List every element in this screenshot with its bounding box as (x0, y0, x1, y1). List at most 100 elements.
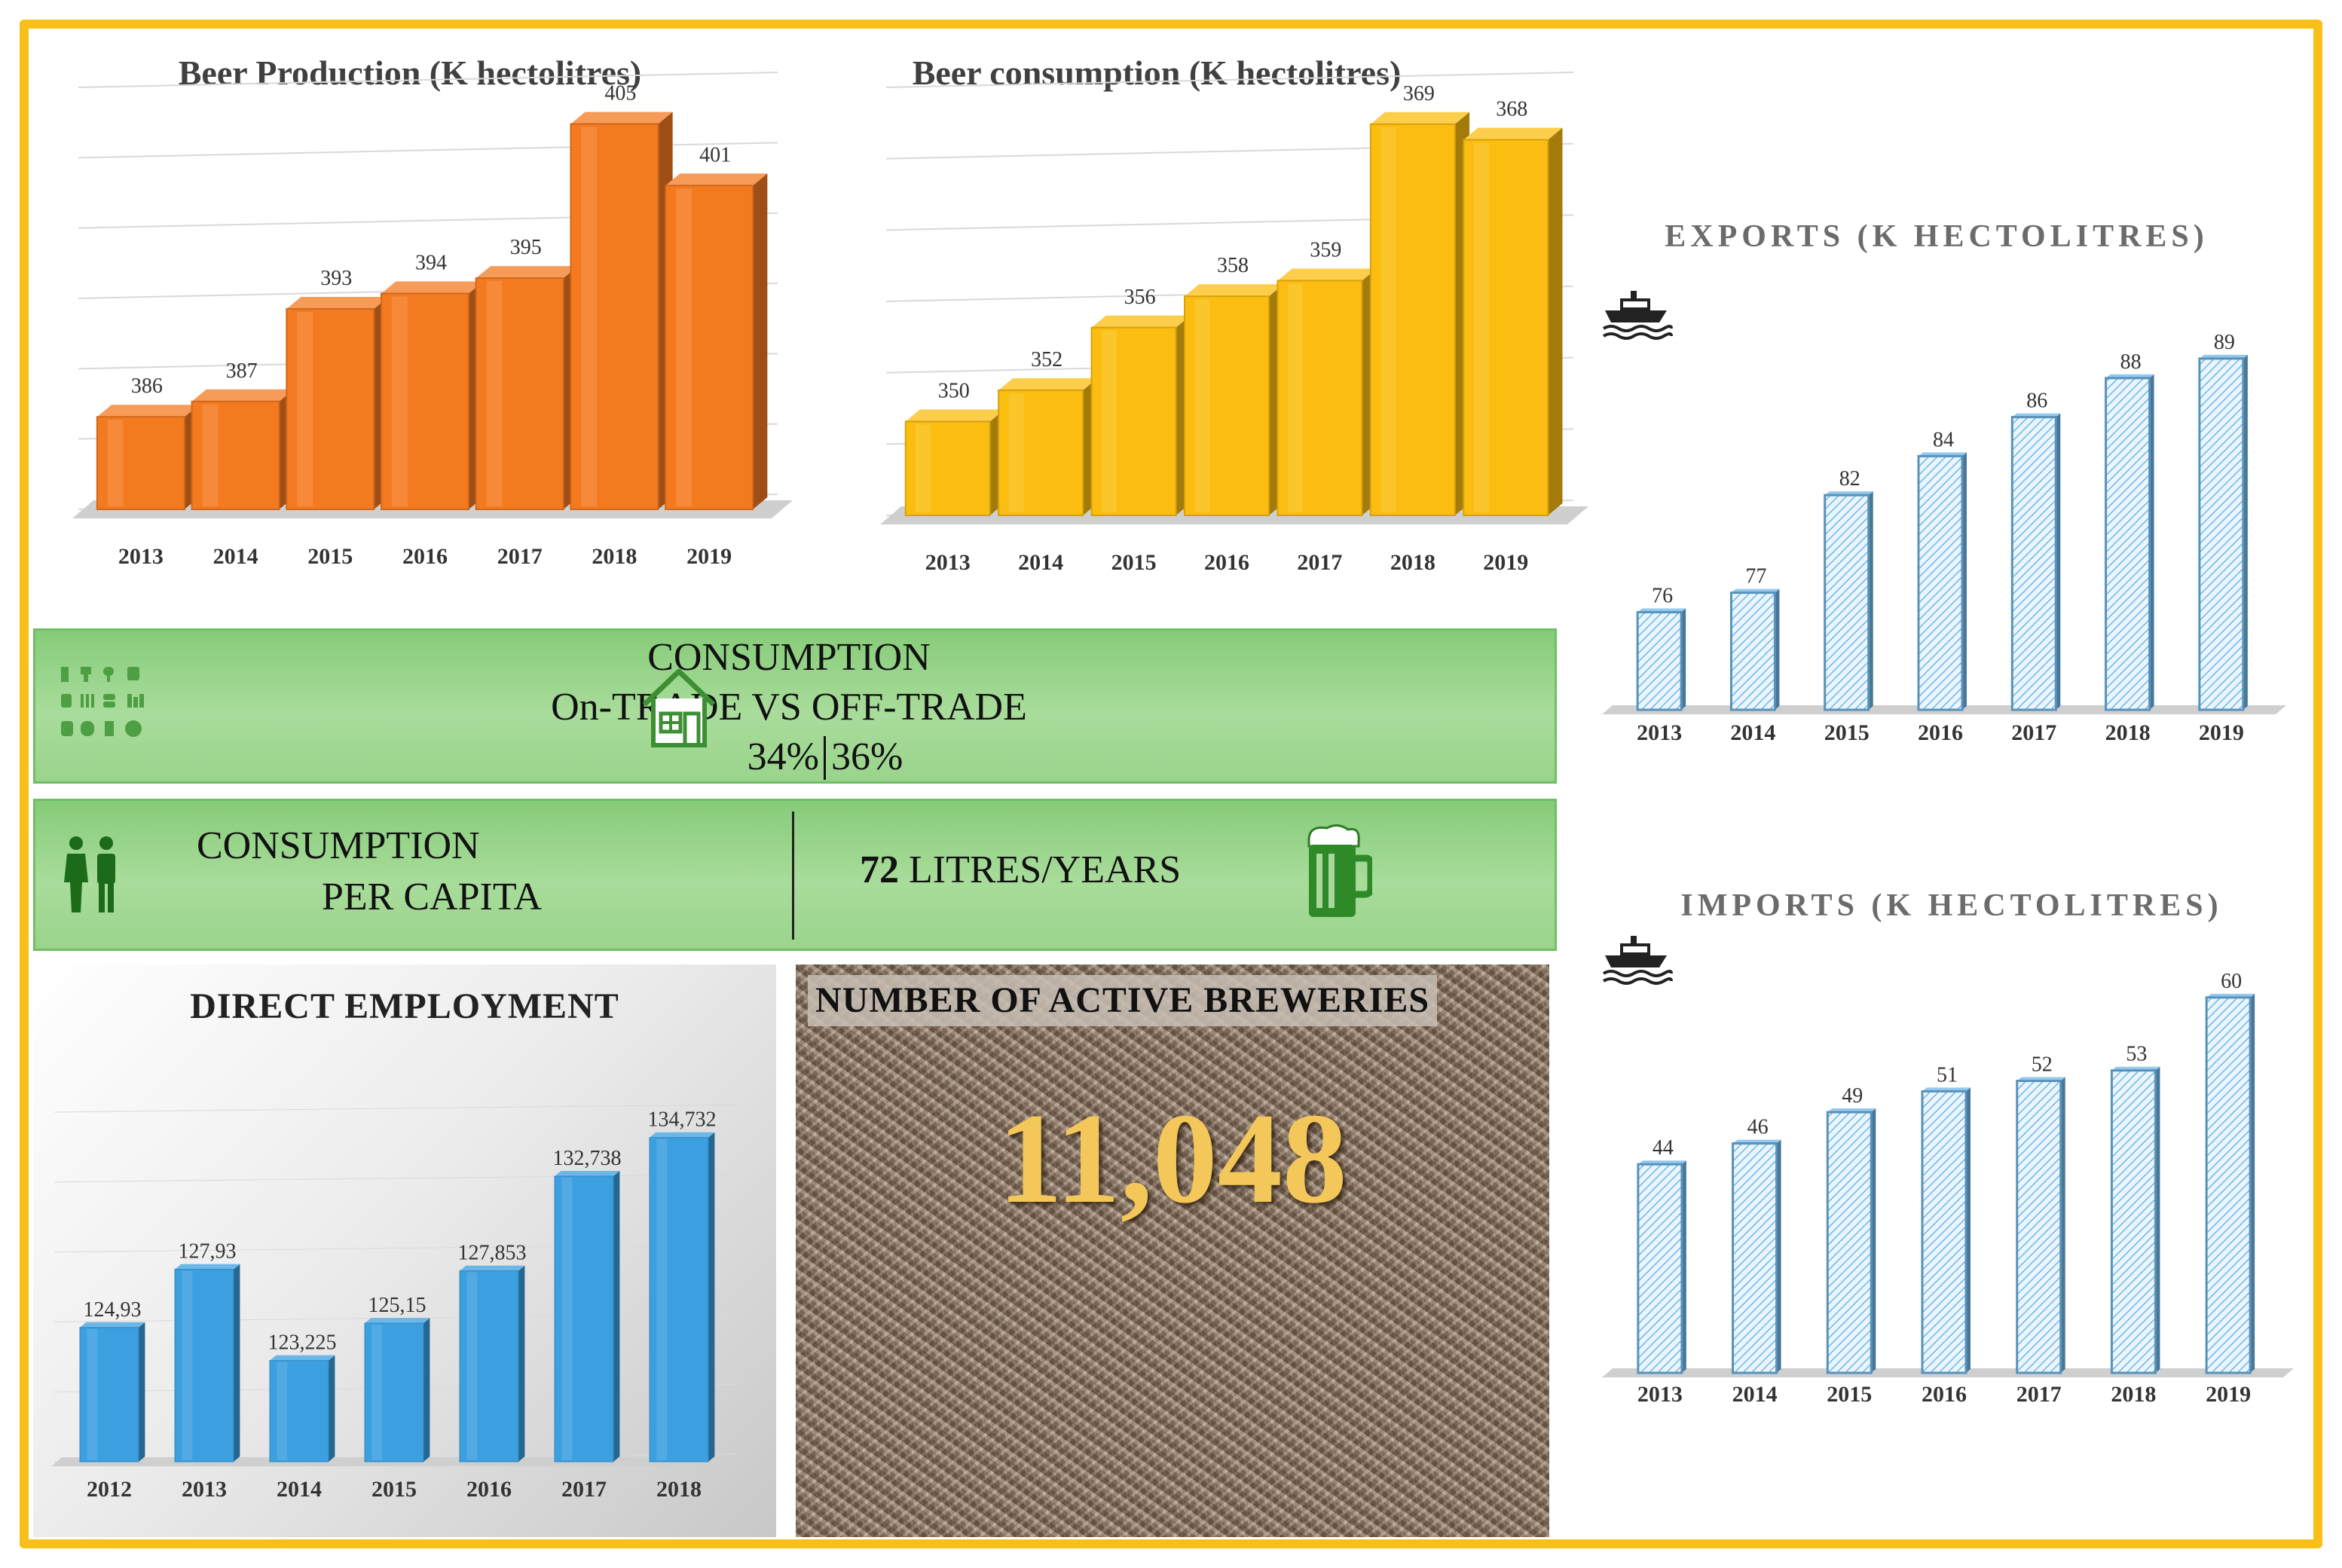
bar-highlight (182, 1270, 193, 1460)
category-label: 2016 (1922, 1382, 1967, 1407)
bar-face (2010, 416, 2057, 711)
bar-face (1826, 1111, 1873, 1374)
bar-side (234, 1264, 240, 1462)
per-capita-divider (792, 812, 794, 940)
bar-highlight (202, 404, 219, 506)
bar-face (2105, 377, 2151, 711)
bar-production-2014 (191, 389, 294, 510)
employment-panel: DIRECT EMPLOYMENT 124,93 2012 127,93 2013 12… (33, 964, 776, 1537)
bar-side (708, 1132, 715, 1462)
people-icon (64, 836, 115, 912)
bar-highlight (1102, 330, 1117, 512)
category-label: 2016 (466, 1477, 512, 1502)
bar-side (2243, 354, 2248, 710)
bar-side (753, 173, 768, 510)
bar-top (555, 1171, 620, 1177)
bar-highlight (466, 1272, 478, 1460)
data-label: 350 (938, 379, 970, 402)
bar-production-2016 (381, 281, 484, 510)
category-label: 2015 (307, 544, 353, 569)
bar-highlight (1008, 393, 1024, 512)
data-label: 49 (1842, 1084, 1863, 1108)
bar-employment-2015 (364, 1318, 430, 1463)
ship-icon (1602, 291, 1673, 340)
category-label: 2017 (2011, 720, 2056, 745)
trade-line2: On-TRADE VS OFF-TRADE (551, 686, 1027, 729)
data-label: 356 (1124, 286, 1156, 309)
bar-side (518, 1265, 525, 1462)
bar-face (1636, 611, 1683, 711)
bar-face (1729, 591, 1776, 711)
ship-icon (1602, 936, 1673, 985)
breweries-value: 11,048 (998, 1087, 1347, 1230)
bar-top (96, 405, 200, 417)
bar-top (905, 409, 1004, 422)
category-label: 2013 (1637, 1382, 1683, 1407)
employment-title: DIRECT EMPLOYMENT (190, 986, 619, 1026)
data-label: 127,93 (179, 1240, 237, 1264)
category-label: 2013 (925, 550, 971, 575)
bar-highlight (391, 296, 408, 506)
category-label: 2014 (277, 1477, 322, 1502)
bar-top (1185, 284, 1284, 297)
bar-exports-2016 (1917, 452, 1967, 711)
bar-consumption-2019 (1463, 127, 1563, 517)
data-label: 352 (1031, 348, 1062, 371)
data-label: 127,853 (458, 1242, 527, 1265)
bar-employment-2016 (459, 1265, 525, 1463)
data-label: 84 (1933, 428, 1954, 451)
bar-highlight (87, 1328, 98, 1460)
bar-highlight (1194, 299, 1210, 512)
bar-face (1824, 494, 1870, 711)
trade-band: CONSUMPTION On-TRADE VS OFF-TRADE 34% 36… (33, 628, 1557, 784)
bar-top (1463, 127, 1563, 140)
category-label: 2014 (1018, 550, 1063, 575)
per-capita-number: 72 (860, 848, 899, 891)
gridline (54, 1104, 738, 1113)
category-label: 2019 (2206, 1382, 2251, 1407)
category-label: 2012 (87, 1477, 132, 1502)
production-panel: Beer Production (K hectolitres) 386 2013 3… (33, 33, 793, 613)
production-chart: 386 2013 387 2014 393 2015 394 2016 395 2017 405 20… (72, 72, 793, 569)
employment-chart: 124,93 2012 127,93 2013 123,225 2014 125,15 201… (51, 1104, 744, 1502)
bar-side (423, 1318, 430, 1462)
data-label: 60 (2221, 970, 2242, 993)
bar-highlight (916, 424, 931, 512)
data-label: 51 (1937, 1063, 1958, 1087)
imports-panel: IMPORTS (K HECTOLITRES) 44 2013 46 2014 49 20… (1567, 874, 2306, 1447)
bar-highlight (1287, 283, 1304, 512)
bar-highlight (676, 188, 692, 507)
bar-employment-2014 (269, 1355, 335, 1463)
data-label: 368 (1496, 98, 1527, 121)
exports-chart: 76 2013 77 2014 82 2015 84 2016 86 2017 88 2018 89 20… (1602, 331, 2286, 745)
category-label: 2014 (1730, 720, 1775, 745)
exports-panel: EXPORTS (K HECTOLITRES) 76 2013 77 2014 82 20… (1567, 203, 2306, 769)
bar-side (1548, 127, 1563, 515)
data-label: 401 (699, 143, 731, 167)
gridline (54, 1244, 738, 1253)
per-capita-unit: LITRES/YEARS (899, 848, 1182, 891)
bar-imports-2013 (1637, 1160, 1686, 1374)
category-label: 2018 (2111, 1382, 2156, 1407)
bar-exports-2017 (2010, 413, 2061, 711)
imports-title: IMPORTS (K HECTOLITRES) (1680, 888, 2223, 923)
category-label: 2014 (213, 544, 258, 569)
category-label: 2016 (1204, 550, 1249, 575)
beer-mug-icon (1307, 824, 1372, 917)
data-label: 393 (320, 267, 352, 290)
bar-side (329, 1355, 335, 1462)
off-trade-share: 36% (831, 735, 903, 778)
data-label: 369 (1403, 82, 1435, 105)
bar-production-2017 (475, 266, 578, 510)
data-label: 387 (226, 359, 258, 383)
bar-top (365, 1318, 430, 1324)
data-label: 386 (131, 374, 163, 398)
category-label: 2013 (118, 544, 164, 569)
bar-face (2110, 1069, 2157, 1374)
data-label: 125,15 (368, 1294, 427, 1317)
bar-face (1637, 1163, 1683, 1374)
bar-top (1277, 268, 1377, 281)
data-label: 76 (1652, 585, 1673, 608)
bar-employment-2018 (649, 1132, 715, 1463)
on-trade-share: 34% (747, 735, 819, 778)
